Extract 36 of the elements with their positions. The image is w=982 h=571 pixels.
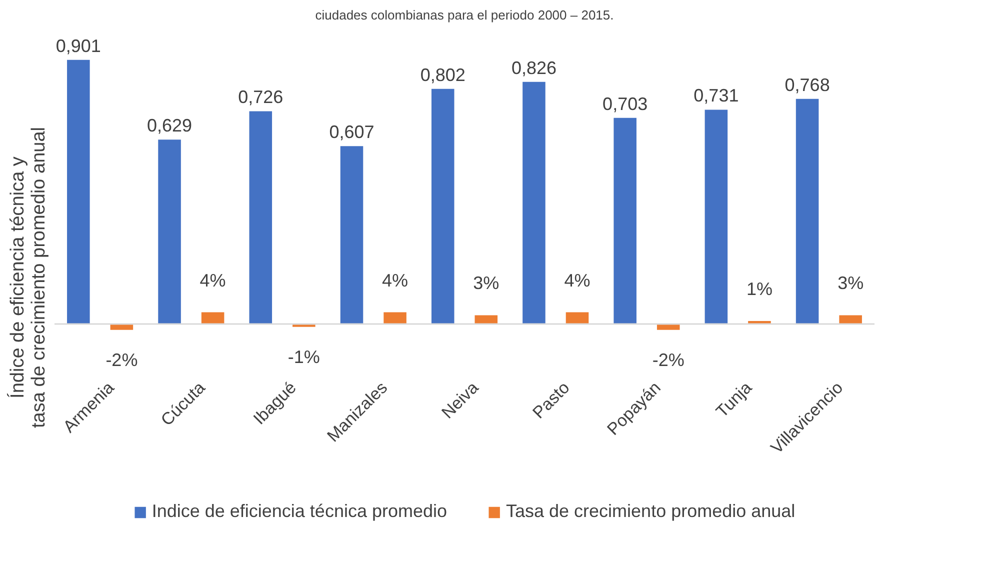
data-label: 4% bbox=[200, 270, 226, 290]
bar bbox=[110, 324, 134, 330]
bar bbox=[67, 60, 90, 324]
data-label: 0,607 bbox=[329, 122, 374, 142]
data-label: -1% bbox=[288, 346, 320, 367]
data-label: 3% bbox=[473, 273, 500, 294]
legend-label: Indice de eficiencia técnica promedio bbox=[152, 501, 447, 522]
data-label: 1% bbox=[746, 279, 772, 300]
chart-title: ciudades colombianas para el periodo 2000 – 2015. bbox=[315, 8, 614, 22]
bar bbox=[384, 312, 406, 324]
data-label: 4% bbox=[382, 270, 408, 290]
bar bbox=[340, 146, 364, 324]
data-label: 0,629 bbox=[147, 116, 192, 136]
data-label: 0,901 bbox=[56, 36, 101, 56]
data-label: 0,731 bbox=[694, 86, 739, 106]
data-label: 3% bbox=[838, 273, 864, 294]
data-label: 0,826 bbox=[511, 58, 556, 78]
bar bbox=[474, 315, 498, 324]
bar bbox=[704, 110, 728, 324]
bar bbox=[839, 315, 862, 324]
data-label: 0,703 bbox=[602, 94, 648, 114]
y-axis-title: Índice de eficiencia técnica y tasa de crecimiento promedio anual bbox=[6, 126, 50, 428]
bar bbox=[656, 324, 680, 330]
bar bbox=[796, 98, 819, 324]
data-label: 0,802 bbox=[420, 64, 466, 85]
data-label: -2% bbox=[652, 350, 684, 370]
bar bbox=[249, 111, 272, 324]
bar bbox=[431, 88, 454, 324]
bar bbox=[522, 82, 546, 324]
bar bbox=[614, 118, 636, 324]
bar bbox=[158, 140, 181, 324]
data-label: -2% bbox=[106, 350, 138, 370]
legend-label: Tasa de crecimiento promedio anual bbox=[506, 501, 796, 522]
data-label: 0,768 bbox=[784, 74, 830, 95]
data-label: 0,726 bbox=[238, 87, 284, 108]
data-label: 4% bbox=[564, 270, 590, 290]
